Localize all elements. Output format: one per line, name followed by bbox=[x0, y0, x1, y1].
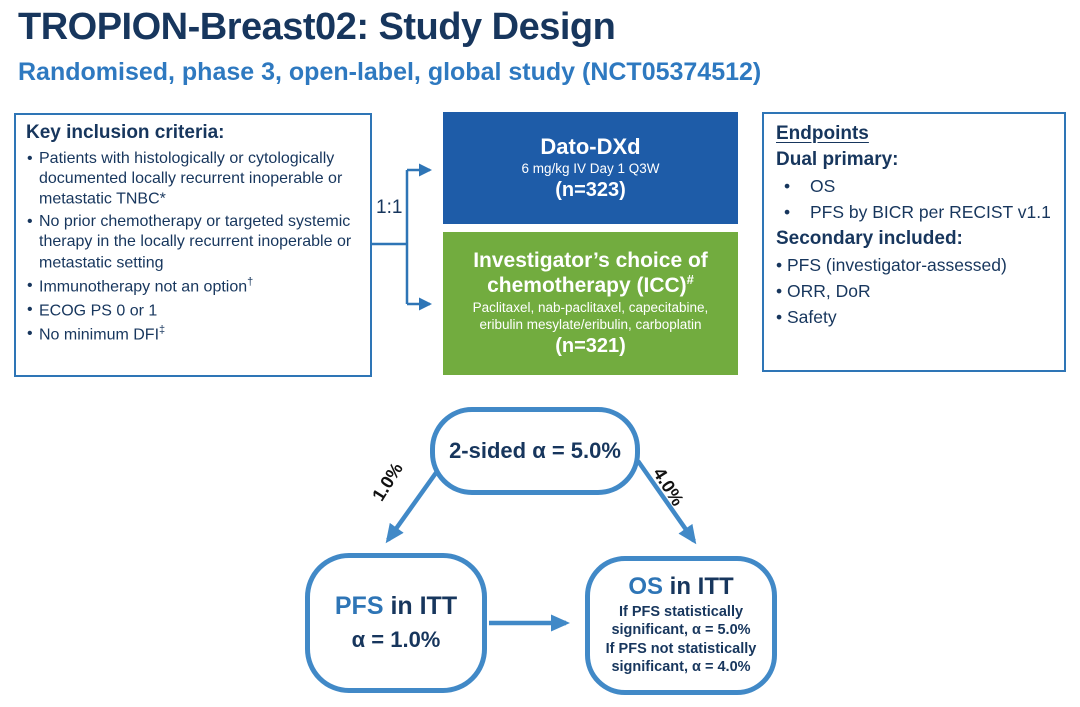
inclusion-heading: Key inclusion criteria: bbox=[26, 122, 225, 143]
endpoint-text: PFS by BICR per RECIST v1.1 bbox=[810, 202, 1051, 222]
arm-icc: Investigator’s choice of chemotherapy (I… bbox=[443, 232, 738, 375]
bullet-text: No prior chemotherapy or targeted system… bbox=[39, 213, 352, 272]
inclusion-bullet: No prior chemotherapy or targeted system… bbox=[26, 212, 362, 272]
bullet-sup: † bbox=[247, 275, 254, 288]
arm-name: Investigator’s choice of chemotherapy (I… bbox=[473, 249, 708, 298]
arm-dose: Paclitaxel, nab-paclitaxel, capecitabine… bbox=[472, 300, 709, 332]
endpoint-item: • PFS by BICR per RECIST v1.1 bbox=[776, 202, 1052, 223]
bullet-dot: • bbox=[776, 281, 783, 301]
endpoint-item: • ORR, DoR bbox=[776, 281, 1052, 302]
arm-dato-dxd: Dato-DXd 6 mg/kg IV Day 1 Q3W (n=323) bbox=[443, 112, 738, 224]
bullet-text: ECOG PS 0 or 1 bbox=[39, 302, 158, 320]
arm-title: Dato-DXd bbox=[443, 134, 738, 159]
bullet-dot: • bbox=[776, 255, 783, 275]
os-condition-line: If PFS statistically bbox=[618, 603, 744, 620]
bullet-text: Immunotherapy not an option bbox=[39, 278, 248, 296]
endpoints-box: Endpoints Dual primary: • OS • PFS by BICR… bbox=[762, 112, 1066, 372]
bullet-text: No minimum DFI bbox=[39, 326, 160, 344]
arm-name: Dato-DXd bbox=[540, 133, 641, 159]
endpoint-text: ORR, DoR bbox=[787, 281, 871, 301]
arm-n: (n=321) bbox=[555, 334, 626, 357]
arm-sup: # bbox=[686, 272, 694, 288]
inclusion-bullet: No minimum DFI‡ bbox=[26, 324, 362, 345]
alpha-top-text: 2-sided α = 5.0% bbox=[449, 438, 621, 463]
arm-title: Investigator’s choice of chemotherapy (I… bbox=[453, 249, 728, 298]
pfs-itt-node: PFS in ITT α = 1.0% bbox=[305, 553, 487, 693]
itt-label: in ITT bbox=[383, 592, 458, 621]
alpha-left-edge-label: 1.0% bbox=[368, 459, 407, 505]
inclusion-criteria-box: Key inclusion criteria: Patients with hi… bbox=[14, 113, 372, 377]
page-subtitle: Randomised, phase 3, open-label, global … bbox=[18, 58, 762, 86]
inclusion-bullet: ECOG PS 0 or 1 bbox=[26, 300, 362, 321]
os-condition-line: If PFS not statistically bbox=[605, 640, 757, 657]
bullet-dot: • bbox=[784, 176, 791, 196]
endpoint-item: • OS bbox=[776, 176, 1052, 197]
os-condition-line: significant, α = 5.0% bbox=[611, 622, 751, 639]
endpoint-item: • PFS (investigator-assessed) bbox=[776, 255, 1052, 276]
os-condition-line: significant, α = 4.0% bbox=[611, 659, 751, 676]
os-node-title: OS in ITT bbox=[628, 574, 733, 600]
os-label: OS bbox=[628, 573, 664, 601]
arm-dose: 6 mg/kg IV Day 1 Q3W bbox=[521, 161, 660, 177]
itt-label: in ITT bbox=[663, 573, 734, 601]
pfs-node-title: PFS in ITT bbox=[335, 593, 457, 621]
endpoints-heading: Endpoints bbox=[776, 123, 869, 144]
endpoint-item: • Safety bbox=[776, 307, 1052, 328]
dual-primary-label: Dual primary: bbox=[776, 149, 899, 170]
endpoint-text: PFS (investigator-assessed) bbox=[787, 255, 1007, 275]
inclusion-bullet: Immunotherapy not an option† bbox=[26, 276, 362, 297]
bullet-text: Patients with histologically or cytologi… bbox=[39, 150, 343, 208]
pfs-label: PFS bbox=[334, 592, 384, 621]
endpoint-text: OS bbox=[810, 176, 836, 196]
inclusion-bullet: Patients with histologically or cytologi… bbox=[26, 149, 362, 209]
arm-n: (n=323) bbox=[555, 179, 626, 202]
endpoint-text: Safety bbox=[787, 307, 837, 327]
page-title: TROPION-Breast02: Study Design bbox=[18, 6, 616, 48]
bullet-sup: ‡ bbox=[159, 323, 166, 336]
alpha-top-node: 2-sided α = 5.0% bbox=[430, 407, 640, 495]
os-itt-node: OS in ITT If PFS statistically significa… bbox=[585, 556, 777, 695]
alpha-right-edge-label: 4.0% bbox=[649, 464, 688, 510]
bullet-dot: • bbox=[784, 202, 791, 222]
randomisation-ratio: 1:1 bbox=[376, 197, 403, 218]
bullet-dot: • bbox=[776, 307, 783, 327]
pfs-alpha-text: α = 1.0% bbox=[351, 626, 441, 652]
secondary-label: Secondary included: bbox=[776, 228, 963, 249]
